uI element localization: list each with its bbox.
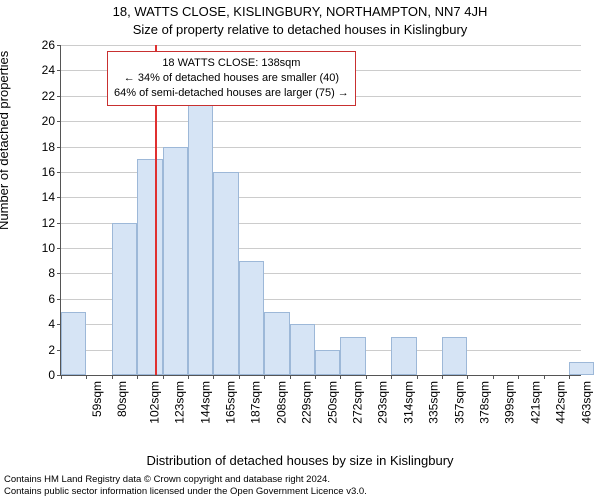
x-tick-mark — [137, 375, 138, 379]
footer-line-2: Contains public sector information licen… — [4, 486, 596, 498]
x-tick-mark — [467, 375, 468, 379]
y-tick-label: 0 — [48, 368, 61, 382]
y-tick-label: 2 — [48, 343, 61, 357]
x-tick-label: 463sqm — [579, 381, 593, 424]
x-tick-label: 272sqm — [351, 381, 365, 424]
title-line-2: Size of property relative to detached ho… — [0, 22, 600, 37]
histogram-bar — [290, 324, 315, 375]
gridline — [61, 147, 581, 148]
x-tick-mark — [442, 375, 443, 379]
annotation-box: 18 WATTS CLOSE: 138sqm ← 34% of detached… — [107, 51, 356, 106]
x-tick-mark — [340, 375, 341, 379]
y-tick-label: 10 — [42, 241, 61, 255]
x-tick-mark — [61, 375, 62, 379]
histogram-bar — [569, 362, 594, 375]
x-tick-mark — [188, 375, 189, 379]
x-tick-label: 442sqm — [554, 381, 568, 424]
x-tick-label: 378sqm — [478, 381, 492, 424]
histogram-bar — [442, 337, 467, 375]
histogram-bar — [61, 312, 86, 375]
gridline — [61, 45, 581, 46]
x-tick-label: 187sqm — [249, 381, 263, 424]
y-tick-label: 22 — [42, 89, 61, 103]
x-tick-label: 208sqm — [275, 381, 289, 424]
y-tick-label: 8 — [48, 266, 61, 280]
x-tick-label: 165sqm — [224, 381, 238, 424]
y-axis-label: Number of detached properties — [0, 51, 11, 230]
x-tick-label: 293sqm — [376, 381, 390, 424]
y-tick-label: 12 — [42, 216, 61, 230]
x-tick-mark — [544, 375, 545, 379]
x-tick-mark — [163, 375, 164, 379]
x-tick-mark — [213, 375, 214, 379]
x-tick-mark — [112, 375, 113, 379]
x-tick-mark — [86, 375, 87, 379]
histogram-bar — [137, 159, 162, 375]
histogram-bar — [188, 96, 213, 375]
x-tick-label: 102sqm — [148, 381, 162, 424]
chart-container: 18, WATTS CLOSE, KISLINGBURY, NORTHAMPTO… — [0, 0, 600, 500]
annotation-line-1: 18 WATTS CLOSE: 138sqm — [114, 56, 349, 71]
histogram-bar — [112, 223, 137, 375]
plot-area: 02468101214161820222426 18 WATTS CLOSE: … — [60, 45, 581, 376]
x-tick-mark — [366, 375, 367, 379]
y-tick-label: 4 — [48, 317, 61, 331]
histogram-bar — [340, 337, 365, 375]
x-axis-label: Distribution of detached houses by size … — [0, 453, 600, 468]
y-tick-label: 24 — [42, 63, 61, 77]
y-tick-label: 26 — [42, 38, 61, 52]
title-line-1: 18, WATTS CLOSE, KISLINGBURY, NORTHAMPTO… — [0, 4, 600, 19]
x-tick-mark — [569, 375, 570, 379]
annotation-line-3: 64% of semi-detached houses are larger (… — [114, 86, 349, 101]
gridline — [61, 121, 581, 122]
x-tick-mark — [493, 375, 494, 379]
y-tick-label: 18 — [42, 140, 61, 154]
y-tick-label: 14 — [42, 190, 61, 204]
x-tick-mark — [315, 375, 316, 379]
histogram-bar — [391, 337, 416, 375]
histogram-bar — [239, 261, 264, 375]
x-tick-label: 357sqm — [452, 381, 466, 424]
footer-line-1: Contains HM Land Registry data © Crown c… — [4, 474, 596, 486]
footer: Contains HM Land Registry data © Crown c… — [4, 474, 596, 498]
x-tick-mark — [518, 375, 519, 379]
x-tick-mark — [264, 375, 265, 379]
x-tick-label: 421sqm — [529, 381, 543, 424]
histogram-bar — [315, 350, 340, 375]
x-tick-label: 399sqm — [503, 381, 517, 424]
y-tick-label: 20 — [42, 114, 61, 128]
histogram-bar — [163, 147, 188, 375]
x-tick-label: 229sqm — [300, 381, 314, 424]
x-tick-mark — [391, 375, 392, 379]
histogram-bar — [264, 312, 289, 375]
x-tick-mark — [290, 375, 291, 379]
x-tick-label: 59sqm — [90, 381, 104, 417]
x-tick-label: 144sqm — [198, 381, 212, 424]
x-tick-label: 335sqm — [427, 381, 441, 424]
x-tick-label: 314sqm — [402, 381, 416, 424]
x-tick-label: 80sqm — [115, 381, 129, 417]
x-tick-mark — [417, 375, 418, 379]
x-tick-mark — [239, 375, 240, 379]
y-tick-label: 6 — [48, 292, 61, 306]
x-tick-label: 123sqm — [173, 381, 187, 424]
histogram-bar — [213, 172, 238, 375]
x-tick-label: 250sqm — [325, 381, 339, 424]
annotation-line-2: ← 34% of detached houses are smaller (40… — [114, 71, 349, 86]
y-tick-label: 16 — [42, 165, 61, 179]
